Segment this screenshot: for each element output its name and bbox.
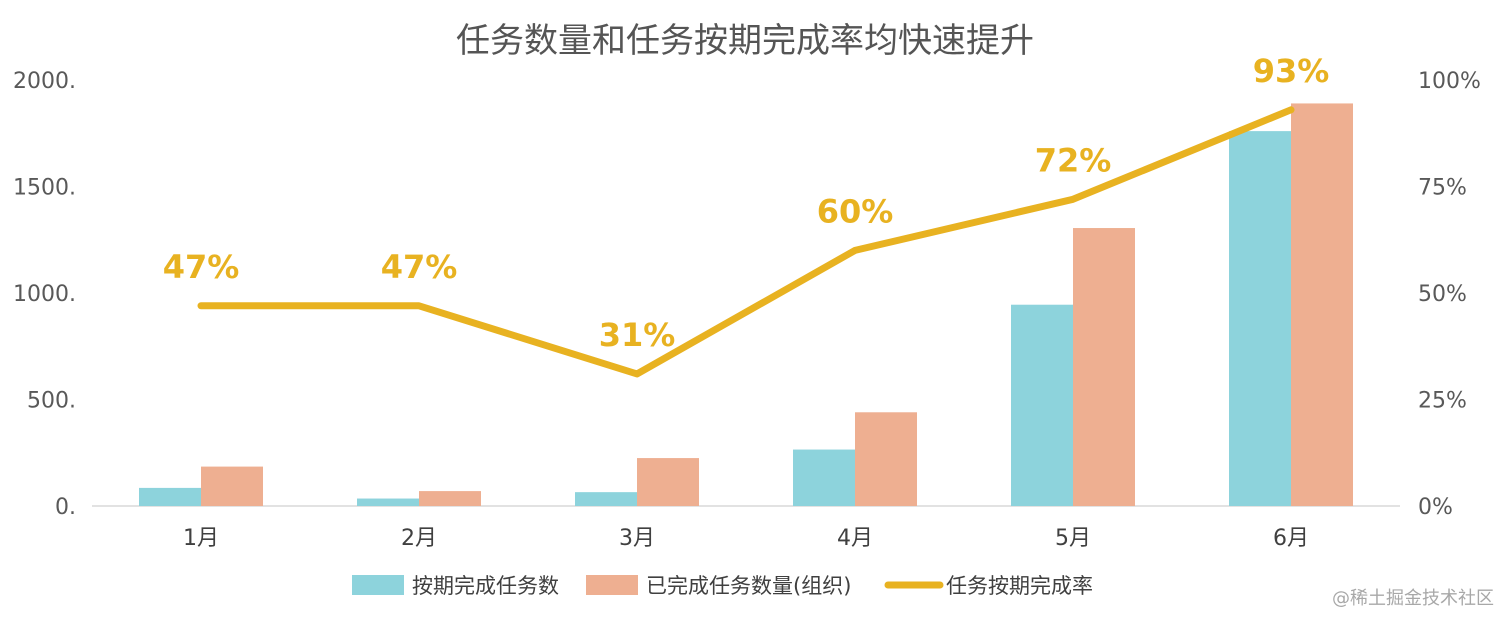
left-tick-label: 1000. [13, 282, 76, 307]
watermark: @稀土掘金技术社区 [1332, 588, 1494, 609]
rate-data-label: 47% [163, 248, 240, 286]
left-tick-label: 1500. [13, 176, 76, 201]
rate-data-label: 47% [381, 248, 458, 286]
right-tick-label: 25% [1418, 389, 1467, 414]
x-tick-label: 5月 [1055, 526, 1091, 551]
x-tick-label: 3月 [619, 526, 655, 551]
x-tick-label: 4月 [837, 526, 873, 551]
right-tick-label: 100% [1418, 69, 1481, 94]
left-tick-label: 0. [55, 495, 76, 520]
left-tick-label: 2000. [13, 69, 76, 94]
rate-line [197, 106, 1295, 378]
bar-completed-tasks [419, 491, 481, 506]
bar-on-time-tasks [793, 449, 855, 506]
bar-on-time-tasks [575, 492, 637, 506]
bar-on-time-tasks [1011, 304, 1073, 506]
x-tick-label: 6月 [1273, 526, 1309, 551]
x-tick-label: 2月 [401, 526, 437, 551]
bar-on-time-tasks [357, 498, 419, 506]
right-tick-label: 0% [1418, 495, 1453, 520]
rate-data-label: 72% [1035, 141, 1112, 179]
bar-completed-tasks [201, 466, 263, 506]
chart-title: 任务数量和任务按期完成率均快速提升 [456, 21, 1034, 61]
bar-completed-tasks [1291, 103, 1353, 507]
x-tick-label: 1月 [183, 526, 219, 551]
right-axis-ticks: 0% 25% 50% 75% 100% [1418, 69, 1481, 520]
bar-completed-tasks [637, 458, 699, 506]
rate-line-layer: 47% 47% 31% 60% 72% 93% [163, 52, 1330, 378]
bar-completed-tasks [1073, 228, 1135, 506]
rate-data-label: 60% [817, 192, 894, 230]
legend-label: 按期完成任务数 [412, 574, 559, 598]
bar-on-time-tasks [1229, 131, 1291, 506]
x-axis-ticks: 1月 2月 3月 4月 5月 6月 [183, 526, 1309, 551]
legend-label: 已完成任务数量(组织) [646, 574, 851, 598]
legend-label: 任务按期完成率 [946, 574, 1093, 598]
bar-on-time-tasks [139, 487, 201, 506]
bars [139, 103, 1353, 507]
left-axis-ticks: 0. 500. 1000. 1500. 2000. [13, 69, 76, 520]
right-tick-label: 50% [1418, 282, 1467, 307]
left-tick-label: 500. [27, 389, 76, 414]
rate-data-label: 31% [599, 316, 676, 354]
legend-swatch [352, 575, 404, 595]
right-tick-label: 75% [1418, 176, 1467, 201]
legend-swatch [586, 575, 638, 595]
rate-data-label: 93% [1253, 52, 1330, 90]
bar-completed-tasks [855, 412, 917, 506]
legend: 按期完成任务数 已完成任务数量(组织) 任务按期完成率 [352, 574, 1093, 598]
